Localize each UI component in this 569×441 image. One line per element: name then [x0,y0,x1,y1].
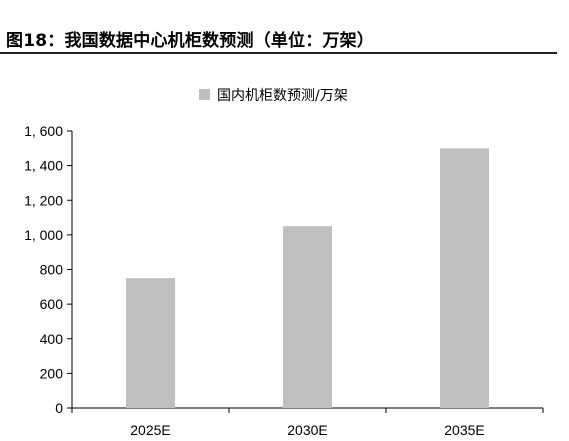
bar [126,278,175,408]
y-tick-label: 1, 000 [24,227,63,243]
legend-swatch [199,89,210,100]
y-tick-label: 1, 400 [24,158,63,174]
bar [283,226,332,408]
x-tick-label: 2035E [444,422,484,438]
legend-label: 国内机柜数预测/万架 [217,88,348,104]
x-tick-label: 2025E [130,422,170,438]
y-tick-label: 400 [40,331,64,347]
y-tick-label: 800 [40,262,64,278]
title-divider [0,52,557,54]
y-tick-label: 200 [40,365,64,381]
y-tick-label: 1, 200 [24,192,63,208]
x-tick-label: 2030E [287,422,327,438]
y-tick-label: 0 [55,400,63,416]
y-tick-label: 1, 600 [24,123,63,139]
figure-title: 图18：我国数据中心机柜数预测（单位：万架） [6,31,375,51]
bar [440,148,489,408]
y-tick-label: 600 [40,296,64,312]
